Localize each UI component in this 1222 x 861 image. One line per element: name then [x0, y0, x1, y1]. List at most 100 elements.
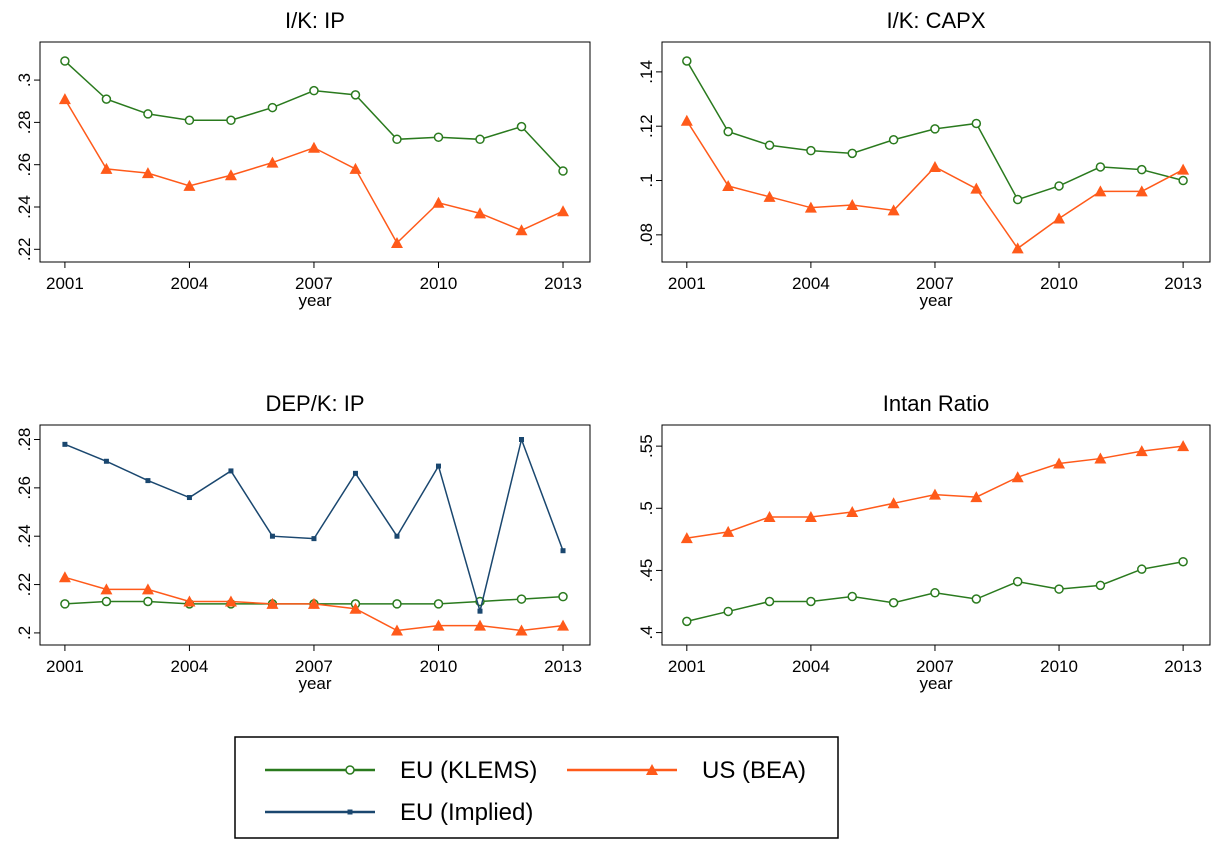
data-point	[970, 182, 983, 194]
x-axis-label: year	[919, 674, 952, 693]
data-point	[680, 532, 693, 544]
data-point	[763, 190, 776, 202]
data-point	[1053, 212, 1066, 224]
data-point	[558, 166, 568, 176]
data-point	[519, 437, 525, 443]
data-point	[226, 115, 236, 126]
data-point	[930, 588, 940, 598]
data-point	[722, 179, 735, 191]
data-point	[269, 533, 275, 539]
data-point	[1011, 471, 1024, 483]
plot-frame	[39, 424, 591, 646]
y-tick-label: .24	[15, 195, 34, 219]
data-point	[516, 594, 527, 604]
data-point	[474, 207, 486, 219]
x-tick-label: 2001	[668, 274, 706, 293]
data-point	[184, 115, 195, 126]
x-tick-label: 2010	[1040, 274, 1078, 293]
data-point	[307, 597, 320, 609]
data-point	[62, 441, 68, 447]
data-point	[806, 596, 816, 607]
data-point	[764, 140, 775, 150]
data-point	[100, 162, 113, 174]
data-point	[100, 583, 113, 595]
data-point	[516, 121, 527, 132]
data-point	[103, 458, 109, 464]
data-point	[1012, 194, 1023, 205]
y-tick-label: .28	[15, 428, 34, 452]
data-point	[1178, 556, 1188, 567]
legend-label: EU (Implied)	[400, 799, 533, 826]
data-point	[1177, 440, 1190, 452]
data-point	[143, 109, 153, 119]
chart-title: I/K: CAPX	[886, 8, 985, 33]
y-tick-label: .22	[15, 237, 34, 261]
data-point	[475, 134, 485, 145]
x-tick-label: 2010	[420, 657, 458, 676]
data-point	[307, 141, 320, 153]
data-point	[1094, 452, 1107, 464]
data-point	[228, 468, 234, 474]
x-tick-label: 2004	[171, 274, 209, 293]
data-point	[804, 201, 817, 213]
data-point	[433, 132, 444, 142]
x-tick-label: 2001	[46, 274, 84, 293]
data-point	[183, 595, 196, 607]
y-tick-label: .5	[637, 501, 656, 515]
data-point	[350, 90, 361, 100]
data-point	[141, 167, 154, 179]
data-point	[1095, 580, 1106, 591]
data-point	[971, 594, 982, 604]
data-point	[1178, 175, 1188, 186]
x-tick-label: 2013	[1164, 657, 1202, 676]
data-point	[266, 597, 279, 609]
data-point	[723, 126, 733, 137]
data-point	[224, 169, 237, 181]
data-point	[1053, 457, 1066, 469]
data-point	[1177, 163, 1190, 175]
data-point	[266, 156, 279, 168]
chart-title: DEP/K: IP	[265, 391, 364, 416]
data-point	[723, 606, 733, 617]
data-point	[390, 624, 403, 636]
data-point	[1054, 181, 1064, 191]
data-point	[390, 236, 403, 248]
x-tick-label: 2007	[916, 274, 954, 293]
legend-marker	[345, 765, 355, 775]
data-point	[309, 85, 319, 96]
data-point	[143, 596, 153, 607]
x-tick-label: 2004	[171, 657, 209, 676]
legend-marker	[347, 809, 353, 815]
data-point	[846, 198, 859, 210]
data-point	[1135, 445, 1148, 457]
data-point	[435, 463, 441, 469]
x-tick-label: 2007	[295, 657, 333, 676]
data-point	[846, 506, 859, 518]
data-point	[1094, 185, 1107, 197]
data-point	[847, 148, 857, 159]
x-tick-label: 2007	[295, 274, 333, 293]
x-tick-label: 2013	[544, 657, 582, 676]
data-point	[970, 491, 983, 503]
data-point	[186, 495, 192, 501]
data-point	[474, 619, 486, 631]
data-point	[887, 204, 900, 216]
data-point	[887, 497, 900, 509]
data-point	[1137, 564, 1147, 574]
x-tick-label: 2001	[668, 657, 706, 676]
x-tick-label: 2010	[420, 274, 458, 293]
y-tick-label: .26	[15, 153, 34, 177]
y-tick-label: .45	[637, 559, 656, 583]
data-point	[928, 160, 941, 172]
data-point	[888, 597, 899, 608]
data-point	[101, 94, 112, 104]
data-point	[1054, 584, 1064, 594]
data-point	[806, 145, 816, 156]
data-point	[349, 162, 362, 174]
data-point	[311, 536, 317, 542]
data-point	[394, 533, 400, 539]
data-point	[515, 624, 528, 636]
data-point	[392, 599, 402, 609]
y-tick-label: .26	[15, 476, 34, 500]
